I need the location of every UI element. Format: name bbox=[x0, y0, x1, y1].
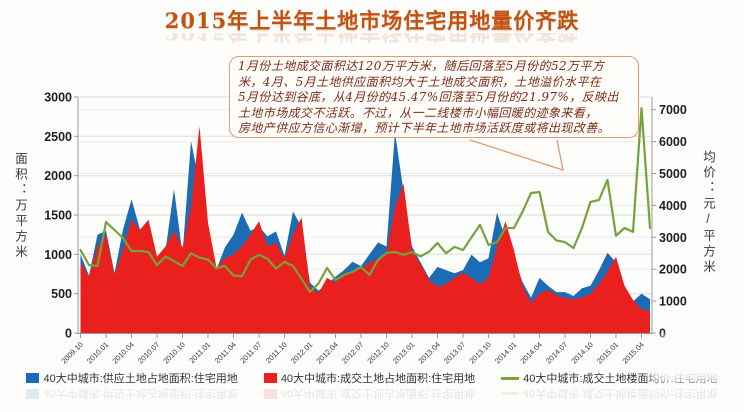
legend-label-price: 40大中城市:成交土地楼面均价:住宅用地 bbox=[523, 373, 718, 385]
watermark-smudge bbox=[654, 344, 744, 374]
svg-text:7000: 7000 bbox=[659, 103, 687, 117]
svg-text:2013.07: 2013.07 bbox=[442, 340, 468, 366]
y-axis-labels-left: 0 500 1000 1500 2000 2500 3000 bbox=[44, 91, 72, 341]
callout-tail-border bbox=[469, 139, 564, 171]
svg-text:1000: 1000 bbox=[44, 248, 72, 262]
svg-text:5000: 5000 bbox=[659, 167, 687, 181]
annotation-line: 1月份土地成交面积达120万平方米，随后回落至5月份的52万平方 bbox=[238, 59, 605, 73]
svg-text:2000: 2000 bbox=[659, 263, 687, 277]
svg-text:1500: 1500 bbox=[44, 209, 72, 223]
svg-text:2011.01: 2011.01 bbox=[187, 340, 212, 365]
svg-text:2010.10: 2010.10 bbox=[161, 340, 187, 366]
annotation-line: 房地产供应方信心渐增，预计下半年土地市场活跃度或将出现改善。 bbox=[238, 121, 611, 136]
svg-text:2010.07: 2010.07 bbox=[136, 340, 162, 366]
legend-item-price: 40大中城市:成交土地楼面均价:住宅用地 bbox=[501, 370, 718, 386]
callout-annotation: 1月份土地成交面积达120万平方米，随后回落至5月份的52万平方 米，4月、5月… bbox=[229, 56, 639, 138]
svg-text:2011.07: 2011.07 bbox=[238, 340, 263, 365]
svg-text:2014.10: 2014.10 bbox=[569, 340, 595, 366]
svg-text:2012.04: 2012.04 bbox=[314, 340, 340, 366]
price-line-series bbox=[79, 106, 652, 293]
svg-text:500: 500 bbox=[51, 287, 72, 301]
svg-text:2500: 2500 bbox=[44, 130, 72, 144]
annotation-line: 土地市场成交不活跃。不过，从一二线楼市小幅回暖的迹象来看， bbox=[238, 105, 598, 120]
legend-item-supply: 40大中城市:供应土地占地面积:住宅用地 bbox=[26, 370, 238, 386]
legend-label-supply: 40大中城市:供应土地占地面积:住宅用地 bbox=[43, 373, 238, 385]
svg-text:4000: 4000 bbox=[659, 199, 687, 213]
deal-swatch-icon bbox=[263, 373, 277, 383]
svg-text:2014.07: 2014.07 bbox=[544, 340, 570, 366]
svg-text:2014.01: 2014.01 bbox=[493, 340, 519, 366]
svg-text:2015.04: 2015.04 bbox=[620, 340, 646, 366]
annotation-line: 5月份达到谷底，从4月份的45.47%回落至5月份的21.97%，反映出 bbox=[238, 90, 619, 105]
svg-text:1000: 1000 bbox=[659, 295, 687, 309]
legend-label-deal: 40大中城市:成交土地占地面积:住宅用地 bbox=[280, 373, 476, 385]
svg-text:2000: 2000 bbox=[44, 169, 72, 183]
svg-text:2013.01: 2013.01 bbox=[391, 340, 417, 366]
annotation-line: 米，4月、5月土地供应面积均大于土地成交面积，土地溢价水平在 bbox=[238, 74, 602, 89]
svg-text:2011.04: 2011.04 bbox=[213, 340, 238, 365]
left-axis-title: 面积：万平方米 bbox=[13, 152, 27, 261]
svg-text:2014.04: 2014.04 bbox=[518, 340, 544, 366]
x-axis-labels: 2009.10 2010.01 2010.04 2010.07 2010.10 2011.… bbox=[59, 340, 646, 366]
price-line-swatch-icon bbox=[501, 376, 520, 380]
legend-item-deal: 40大中城市:成交土地占地面积:住宅用地 bbox=[263, 370, 476, 386]
svg-text:2009.10: 2009.10 bbox=[59, 340, 85, 366]
chart-title-block: 2015年上半年土地市场住宅用地量价齐跌 2015年上半年土地市场住宅用地量价齐… bbox=[0, 5, 744, 48]
svg-text:0: 0 bbox=[65, 327, 72, 341]
svg-text:2013.04: 2013.04 bbox=[416, 340, 442, 366]
svg-text:6000: 6000 bbox=[659, 135, 687, 149]
page-title-reflection: 2015年上半年土地市场住宅用地量价齐跌 bbox=[0, 33, 744, 48]
supply-swatch-icon bbox=[26, 373, 40, 383]
svg-text:2012.10: 2012.10 bbox=[365, 340, 391, 366]
callout-tail bbox=[469, 138, 564, 171]
svg-text:2012.07: 2012.07 bbox=[340, 340, 366, 366]
svg-text:3000: 3000 bbox=[44, 91, 72, 105]
svg-text:3000: 3000 bbox=[659, 231, 687, 245]
svg-text:2012.01: 2012.01 bbox=[289, 340, 315, 366]
svg-text:2015.01: 2015.01 bbox=[595, 340, 621, 366]
right-axis-title: 均价：元/平方米 bbox=[701, 150, 715, 276]
svg-text:2013.10: 2013.10 bbox=[467, 340, 493, 366]
deal-area-series bbox=[80, 126, 650, 333]
legend: 40大中城市:供应土地占地面积:住宅用地 40大中城市:成交土地占地面积:住宅用… bbox=[0, 370, 744, 386]
svg-text:2010.04: 2010.04 bbox=[110, 340, 136, 366]
axes bbox=[74, 96, 656, 338]
svg-text:2011.10: 2011.10 bbox=[264, 340, 289, 365]
svg-text:2010.01: 2010.01 bbox=[85, 340, 111, 366]
svg-text:0: 0 bbox=[659, 327, 666, 341]
y-axis-labels-right: 0 1000 2000 3000 4000 5000 6000 7000 bbox=[659, 103, 687, 340]
legend-reflection: 40大中城市:供应土地占地面积:住宅用地 40大中城市:成交土地占地面积:住宅用… bbox=[0, 388, 744, 400]
page-title: 2015年上半年土地市场住宅用地量价齐跌 bbox=[164, 8, 580, 33]
